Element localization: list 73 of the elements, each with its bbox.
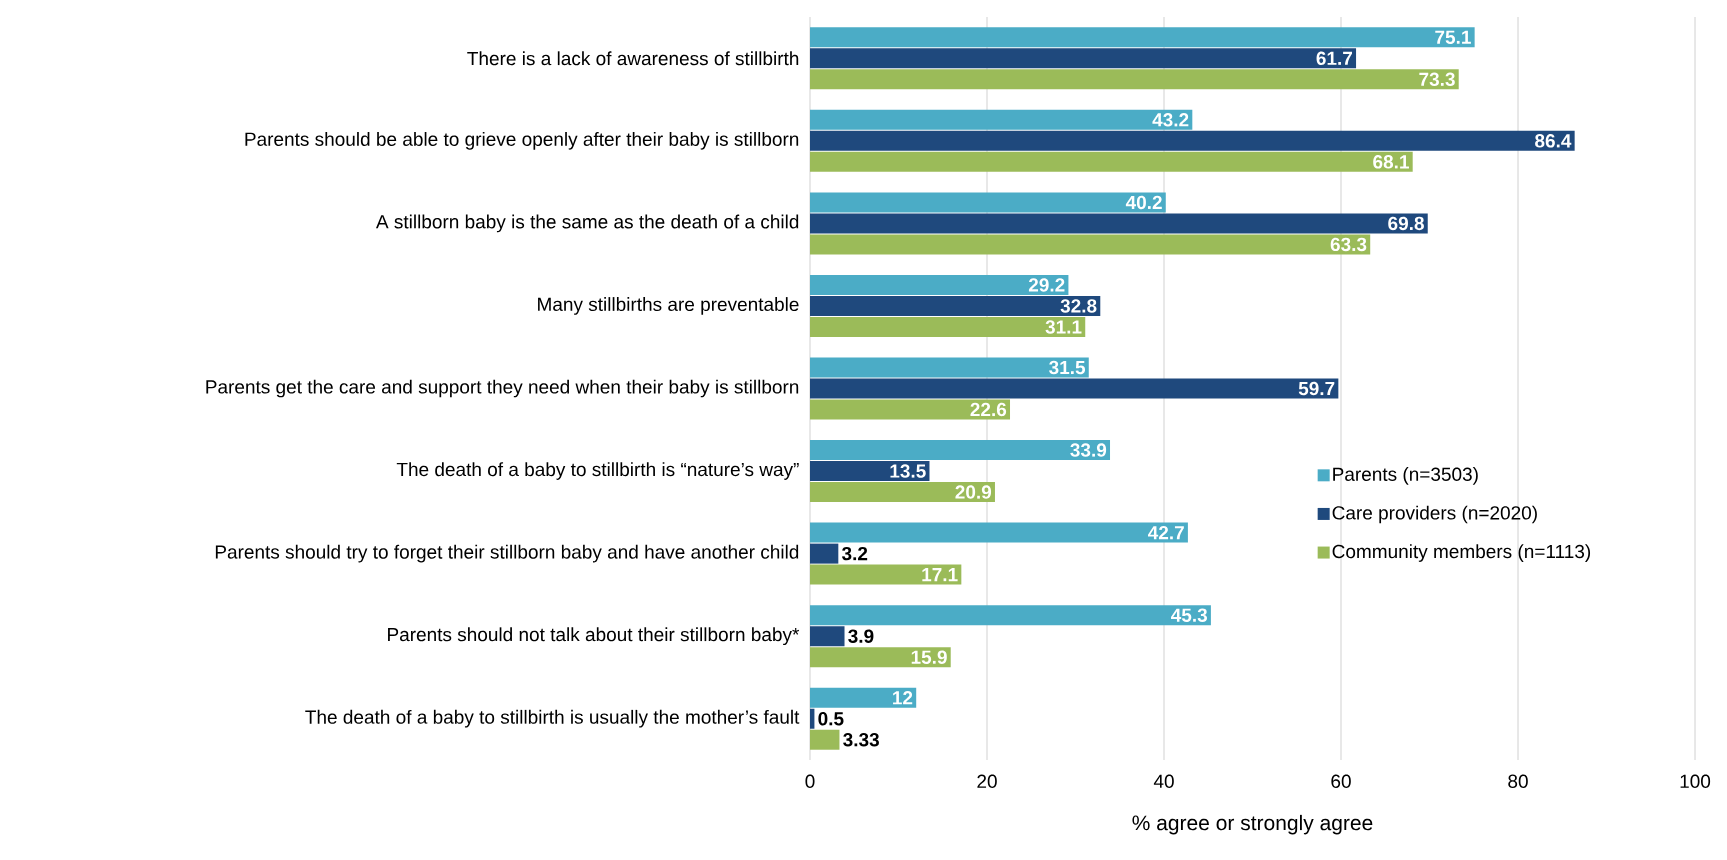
y-tick-label: A stillborn baby is the same as the death of a child [375,214,799,233]
bar [810,564,962,585]
data-label: 3.9 [848,629,874,643]
y-tick-label: Parents should be able to grieve openly after their baby is stillborn [245,131,799,150]
data-label: 15.9 [911,650,947,664]
data-label: 29.2 [1028,278,1065,292]
data-label: 40.2 [1125,195,1162,210]
x-tick-label: 100 [1680,774,1711,788]
data-label: 12 [893,691,913,705]
bar [810,461,930,482]
bar [810,295,1101,316]
bar [810,213,1428,234]
x-tick-label: 0 [805,774,815,788]
bar [810,605,1211,626]
bar [810,130,1575,151]
bar [810,729,840,750]
x-tick-label: 40 [1153,774,1174,788]
data-label: 31.1 [1045,320,1082,334]
bar [810,27,1475,48]
data-label: 75.1 [1435,30,1471,44]
bar [810,357,1089,378]
bar [810,151,1413,172]
data-label: 22.6 [970,402,1007,417]
bar [810,708,815,729]
data-label: 69.8 [1388,216,1424,231]
data-label: 59.7 [1298,381,1335,396]
bar [810,543,839,564]
bar [810,399,1011,420]
legend-label: Community members (n=1113) [1332,544,1591,562]
y-tick-label: There is a lack of awareness of stillbirth [467,51,799,66]
data-label: 45.3 [1171,608,1208,622]
y-tick-label: The death of a baby to stillbirth is usually the mother’s fault [305,709,800,728]
x-tick-label: 60 [1331,774,1351,788]
y-tick-label: Parents should not talk about their stillborn baby* [388,627,800,646]
y-tick-label: The death of a baby to stillbirth is “nature’s way” [396,462,799,480]
data-label: 63.3 [1330,237,1367,252]
bar [810,316,1086,337]
bar [810,647,951,668]
y-tick-label: Parents get the care and support they need when their baby is stillborn [206,379,799,398]
data-label: 31.5 [1049,360,1086,375]
data-label: 86.4 [1535,134,1572,148]
bar [810,192,1166,213]
bar [810,69,1459,90]
data-label: 42.7 [1148,525,1184,540]
data-label: 20.9 [955,485,992,499]
data-label: 73.3 [1419,72,1455,87]
bar [810,482,995,503]
bar [810,234,1371,255]
bar [810,440,1111,461]
x-tick-label: 20 [977,774,997,788]
data-label: 3.2 [841,546,868,561]
data-label: 43.2 [1152,113,1189,127]
data-label: 17.1 [922,568,958,582]
x-tick-label: 80 [1508,774,1528,788]
legend-label: Care providers (n=2020) [1332,505,1537,524]
bar [810,48,1357,69]
bar [810,687,917,708]
data-label: 33.9 [1070,443,1107,457]
data-label: 3.33 [843,732,879,747]
data-label: 32.8 [1060,299,1097,313]
data-label: 61.7 [1316,51,1352,66]
data-label: 0.5 [818,712,844,726]
bar [810,378,1339,399]
data-label: 13.5 [890,464,926,478]
data-label: 68.1 [1373,155,1409,169]
bar [810,109,1193,130]
bar [810,626,845,647]
y-tick-label: Parents should try to forget their stillborn baby and have another child [215,544,799,563]
legend-label: Parents (n=3503) [1333,467,1478,485]
y-tick-label: Many stillbirths are preventable [538,297,799,315]
bar [810,522,1188,543]
bar [810,274,1069,295]
x-axis-title: % agree or strongly agree [1132,814,1373,835]
